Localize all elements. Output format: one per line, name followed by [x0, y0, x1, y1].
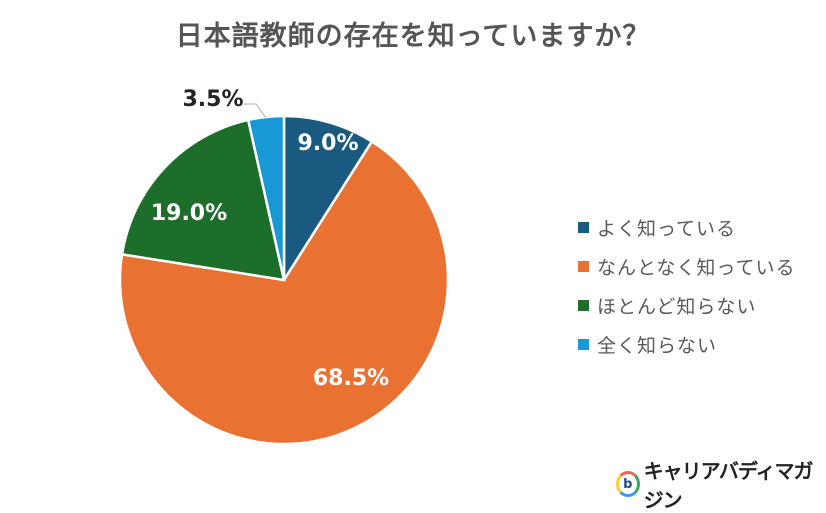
legend-item: ほとんど知らない	[578, 286, 795, 325]
legend-label: ほとんど知らない	[597, 296, 757, 318]
legend-item: よく知っている	[578, 208, 795, 247]
legend-item: なんとなく知っている	[578, 247, 795, 286]
legend-label: よく知っている	[597, 218, 737, 240]
data-label: 68.5%	[313, 366, 389, 391]
legend-label: 全く知らない	[597, 335, 718, 357]
logo-text: キャリアバディマガジン	[643, 459, 814, 512]
logo-icon: b	[616, 471, 640, 497]
pie-slice	[120, 118, 286, 282]
legend-item: 全く知らない	[578, 325, 795, 364]
legend-swatch	[578, 261, 589, 272]
pie-slice	[118, 139, 450, 446]
data-label: 9.0%	[297, 131, 358, 156]
pie-chart: 9.0% 68.5% 19.0% 3.5%	[118, 87, 450, 446]
legend-swatch	[578, 339, 589, 350]
legend: よく知っている なんとなく知っている ほとんど知らない 全く知らない	[578, 208, 795, 364]
legend-label: なんとなく知っている	[597, 257, 796, 279]
legend-swatch	[578, 300, 589, 311]
pie-slice	[282, 114, 374, 285]
data-label: 19.0%	[151, 201, 227, 226]
brand-logo: b キャリアバディマガジン	[616, 455, 826, 513]
pie-slice	[246, 114, 286, 281]
data-label: 3.5%	[182, 87, 243, 112]
legend-swatch	[578, 222, 589, 233]
chart-title: 日本語教師の存在を知っていますか？	[175, 21, 651, 52]
